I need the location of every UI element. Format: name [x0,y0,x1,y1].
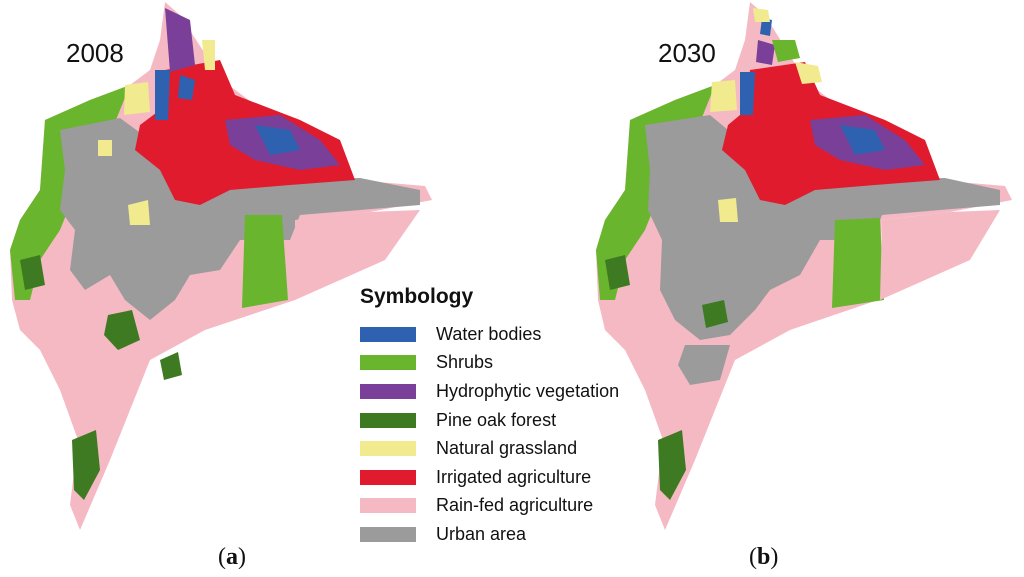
legend-swatch [360,469,416,485]
map-water-east [255,125,300,155]
land-use-map-2030 [596,2,1012,530]
legend-label: Urban area [436,523,527,544]
map-grassland-4 [753,8,770,22]
map-panel-2008: 2008 [0,0,440,540]
map-hydrophytic-north [165,8,195,72]
legend-title: Symbology [360,285,474,308]
map-year-label: 2008 [66,38,124,68]
map-grassland-4 [202,40,215,70]
legend-item: Hydrophytic vegetation [358,377,658,406]
legend-swatch [360,441,416,457]
legend-label: Pine oak forest [436,409,557,430]
legend-item: Water bodies [358,320,658,349]
legend-item: Irrigated agriculture [358,463,658,492]
map-water-north [155,70,170,120]
map-legend: Symbology Water bodies Shrubs Hydrophytic … [358,285,658,549]
legend-item: Natural grassland [358,434,658,463]
legend-swatch [360,526,416,542]
map-pine-oak-1 [702,300,728,328]
map-rainfed-east [880,210,1000,300]
legend-swatch [360,383,416,399]
map-urban-area [60,118,420,320]
map-hydrophytic-north [756,40,775,65]
map-rainfed-east [295,210,420,300]
map-urban-south [678,345,730,385]
legend-label: Natural grassland [436,438,578,459]
map-water-north [740,72,755,115]
panel-caption-b: (b) [749,544,779,570]
legend-swatch [360,326,416,342]
map-pine-oak-1 [104,310,140,350]
caption-letter: a [226,544,238,570]
map-grassland-2 [718,198,738,222]
legend-item: Rain-fed agriculture [358,492,658,521]
legend-item: Shrubs [358,349,658,378]
map-pine-oak-3 [658,430,686,500]
map-pine-oak-4 [160,352,182,380]
map-shrubs-east [242,215,288,308]
map-water-top [760,18,772,36]
legend-swatch [360,412,416,428]
legend-items: Water bodies Shrubs Hydrophytic vegetation… [358,320,658,549]
legend-label: Hydrophytic vegetation [436,380,620,401]
map-water-east [840,125,885,155]
map-pine-oak-2 [605,255,630,290]
panel-caption-a: (a) [218,544,246,570]
land-use-map-2008 [10,2,432,530]
map-urban-area [645,115,1000,340]
map-year-label: 2030 [658,38,716,68]
map-grassland-3 [795,62,822,84]
legend-swatch [360,355,416,371]
caption-letter: b [757,544,771,570]
legend-label: Irrigated agriculture [436,466,592,487]
map-shrubs-north [772,40,800,62]
legend-item: Urban area [358,520,658,549]
map-pine-oak-3 [72,430,100,500]
legend-label: Rain-fed agriculture [436,495,594,516]
legend-label: Water bodies [436,323,542,344]
map-shrubs-east [832,218,884,308]
map-panel-2030: 2030 [590,0,1024,540]
map-pine-oak-2 [20,255,45,290]
legend-item: Pine oak forest [358,406,658,435]
map-grassland-3 [98,140,112,156]
map-water-lake [178,75,195,100]
legend-label: Shrubs [436,352,494,373]
map-grassland-2 [128,200,150,225]
map-grassland-1 [710,80,737,112]
legend-swatch [360,498,416,514]
map-grassland-1 [124,82,150,115]
